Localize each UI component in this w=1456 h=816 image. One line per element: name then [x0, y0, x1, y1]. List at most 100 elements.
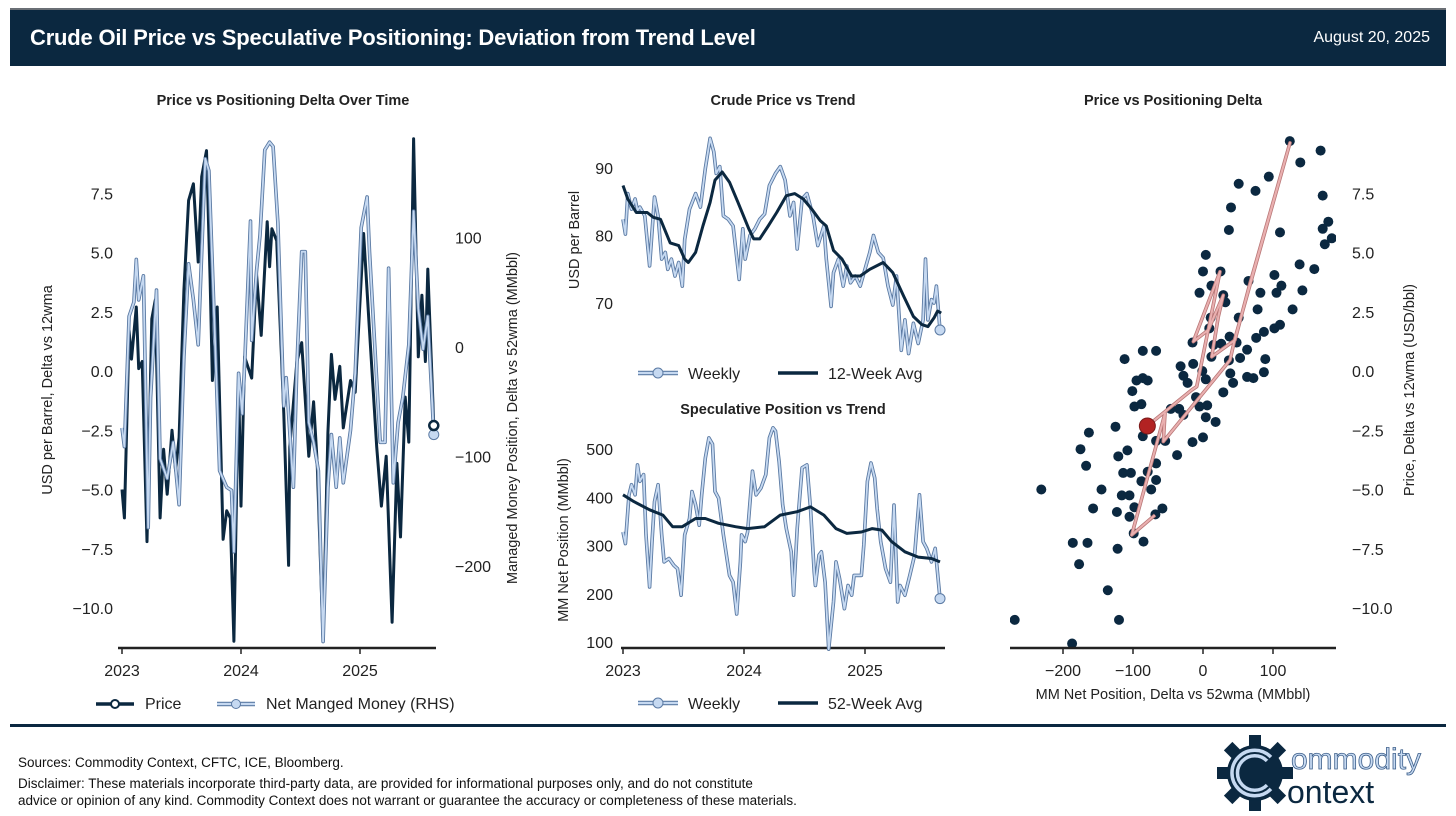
scatter-point — [1233, 178, 1244, 189]
scatter-point — [1202, 400, 1213, 411]
y-tick-label: −2.5 — [1352, 423, 1384, 440]
scatter-point — [1137, 345, 1148, 356]
scatter-point — [1235, 352, 1246, 363]
header-bar: Crude Oil Price vs Speculative Positioni… — [10, 8, 1446, 66]
scatter-point — [1119, 354, 1130, 365]
twelve-week-avg-line — [621, 170, 942, 329]
y-tick-label: 70 — [595, 296, 613, 313]
x-tick-label: 100 — [1260, 663, 1287, 680]
scatter-point — [1323, 216, 1334, 227]
y-tick-label: −7.5 — [1352, 542, 1384, 559]
x-tick-label: 2024 — [223, 663, 259, 680]
scatter-point — [1225, 368, 1236, 379]
scatter-point — [1122, 445, 1133, 456]
legend-item-weekly[interactable]: Weekly — [638, 696, 740, 713]
y-tick-label: 200 — [586, 587, 613, 604]
y2-tick-label: 0 — [455, 340, 464, 357]
scatter-point — [1157, 503, 1168, 514]
y-tick-label: 5.0 — [91, 246, 113, 263]
scatter-point — [1142, 375, 1153, 386]
scatter-point — [1317, 223, 1328, 234]
y-axis-label: MM Net Position (MMbbl) — [556, 458, 572, 622]
scatter-point — [1036, 484, 1047, 495]
scatter-point — [1295, 157, 1306, 168]
x-tick-label: −200 — [1045, 663, 1081, 680]
scatter-point — [1248, 373, 1259, 384]
scatter-point — [1067, 638, 1078, 648]
scatter-point — [1146, 484, 1157, 495]
scatter-point — [1111, 507, 1122, 518]
scatter-point — [1187, 437, 1198, 448]
disclaimer-line-1: Disclaimer: These materials incorporate … — [18, 775, 753, 791]
scatter-point — [1151, 345, 1162, 356]
y-tick-label: −2.5 — [81, 423, 113, 440]
scatter-point — [1198, 266, 1208, 277]
scatter-point — [1081, 460, 1092, 471]
y-tick-label: −7.5 — [81, 542, 113, 559]
weekly-position-line — [622, 426, 941, 651]
scatter-point — [1224, 331, 1235, 342]
legend-label: Price — [145, 696, 182, 713]
legend-item-price[interactable]: Price — [96, 696, 182, 713]
scatter-point — [1113, 451, 1124, 462]
legend-label: Net Manged Money (RHS) — [266, 696, 455, 713]
legend-marker — [652, 367, 664, 379]
scatter-point — [1127, 386, 1138, 397]
legend: Price Net Manged Money (RHS) — [96, 696, 455, 713]
scatter-point — [1269, 270, 1280, 281]
scatter-point — [1200, 412, 1211, 423]
report-date: August 20, 2025 — [1313, 29, 1430, 46]
scatter-point — [1260, 354, 1271, 365]
weekly-price-line-end-marker — [934, 324, 946, 336]
legend-label: 12-Week Avg — [828, 366, 923, 383]
scatter-point — [1198, 432, 1208, 443]
legend: Weekly 52-Week Avg — [638, 696, 923, 713]
weekly-price-line — [622, 137, 941, 355]
scatter-point — [1275, 319, 1285, 330]
scatter-point — [1116, 490, 1127, 501]
chart-price-vs-positioning-scatter: Price vs Positioning Delta MM Net Positi… — [1010, 93, 1418, 703]
scatter-point — [1067, 537, 1078, 548]
scatter-point — [1151, 475, 1162, 486]
x-axis-label: MM Net Position, Delta vs 52wma (MMbbl) — [1036, 687, 1311, 703]
scatter-point — [1276, 280, 1287, 291]
commodity-context-logo: ommodity ontext — [1217, 735, 1421, 811]
sources-text: Sources: Commodity Context, CFTC, ICE, B… — [18, 755, 344, 770]
chart-speculative-position-vs-trend: Speculative Position vs Trend MM Net Pos… — [556, 402, 946, 713]
y-tick-label: −10.0 — [73, 601, 114, 618]
scatter-point — [1271, 287, 1282, 298]
legend: Weekly 12-Week Avg — [638, 366, 923, 383]
chart-title: Price vs Positioning Delta — [1084, 93, 1263, 109]
scatter-point — [1252, 304, 1263, 315]
scatter-point — [1275, 227, 1285, 238]
legend-item-net-managed-money[interactable]: Net Manged Money (RHS) — [217, 696, 455, 713]
scatter-point — [1102, 585, 1113, 596]
scatter-point — [1112, 543, 1123, 554]
scatter-point — [1188, 358, 1199, 369]
scatter-point — [1010, 614, 1020, 625]
chart-title: Speculative Position vs Trend — [680, 402, 885, 418]
scatter-point — [1251, 332, 1262, 343]
logo-word-context: ontext — [1287, 774, 1374, 810]
x-tick-label: 2025 — [847, 663, 883, 680]
scatter-point — [1242, 344, 1253, 355]
legend-item-52-week-avg[interactable]: 52-Week Avg — [778, 696, 923, 713]
chart-price-vs-positioning-over-time: Price vs Positioning Delta Over Time USD… — [40, 93, 521, 713]
legend-item-weekly[interactable]: Weekly — [638, 366, 740, 383]
scatter-point — [1172, 450, 1183, 461]
scatter-point — [1200, 374, 1211, 385]
scatter-point — [1258, 367, 1269, 378]
y2-tick-label: 100 — [455, 231, 482, 248]
y-axis-label: USD per Barrel — [567, 191, 583, 289]
x-tick-label: 2025 — [342, 663, 378, 680]
legend-item-12-week-avg[interactable]: 12-Week Avg — [778, 366, 923, 383]
legend-marker — [652, 697, 664, 709]
legend-label: Weekly — [688, 366, 740, 383]
y-tick-label: 100 — [586, 635, 613, 652]
footer: Sources: Commodity Context, CFTC, ICE, B… — [18, 754, 797, 810]
scatter-point — [1218, 387, 1229, 398]
scatter-point — [1074, 559, 1085, 570]
scatter-point — [1317, 190, 1328, 201]
scatter-point — [1319, 239, 1330, 250]
